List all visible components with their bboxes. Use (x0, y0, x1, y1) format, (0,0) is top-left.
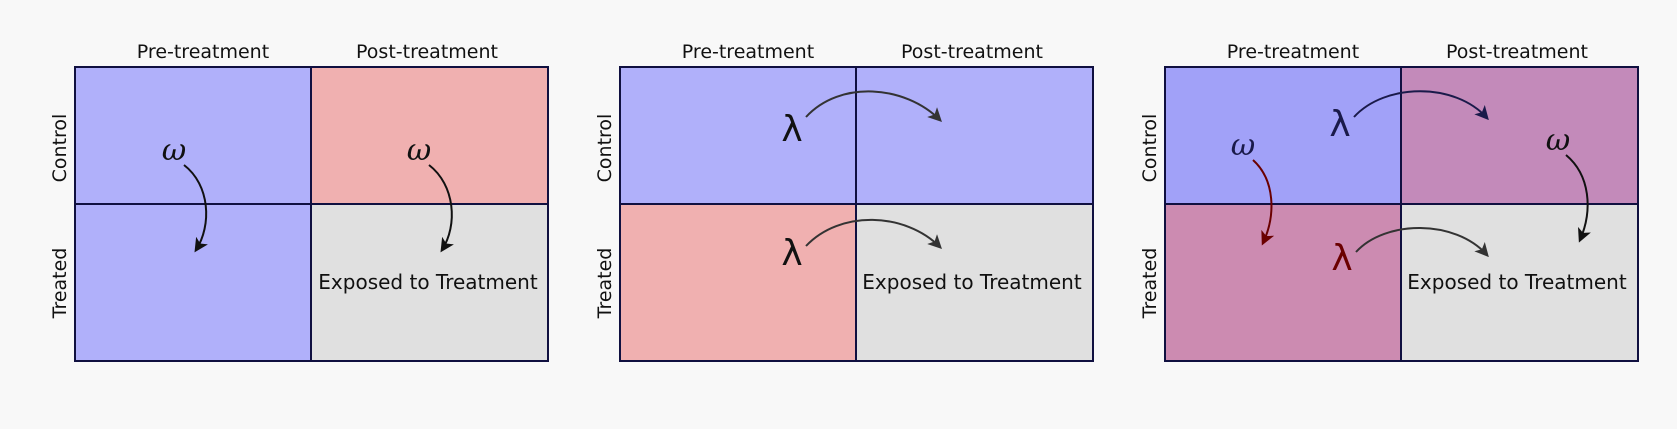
panel-3-lambda-treated: λ (1331, 238, 1352, 279)
panel-3: Pre-treatment Post-treatment Control Tre… (1139, 41, 1639, 362)
panel-3-arrow-lambda-control (1353, 90, 1489, 121)
panel-2: Pre-treatment Post-treatment Control Tre… (594, 41, 1094, 362)
panel-2-cell-control-pre (620, 67, 856, 204)
panel-3-row-header-control: Control (1139, 114, 1161, 183)
panel-3-omega-control-pre: ω (1231, 128, 1255, 163)
panel-2-cell-control-post (856, 67, 1093, 204)
panel-3-grid-lines (1164, 66, 1639, 362)
panel-1-exposed-label: Exposed to Treatment (318, 270, 538, 294)
panel-3-omega-control-post: ω (1546, 123, 1570, 158)
panel-3-row-header-treated: Treated (1139, 248, 1161, 320)
panel-1: Pre-treatment Post-treatment Control Tre… (49, 41, 549, 362)
panel-2-row-header-control: Control (594, 114, 616, 183)
panel-1-arrow-omega-post (428, 164, 454, 253)
panel-1-omega-control-post: ω (407, 133, 431, 168)
panel-2-col-header-pre: Pre-treatment (682, 41, 814, 63)
panel-2-lambda-control: λ (781, 109, 802, 150)
panel-2-row-header-treated: Treated (594, 248, 616, 320)
panel-2-grid-lines (619, 66, 1094, 362)
panel-2-exposed-label: Exposed to Treatment (862, 270, 1082, 294)
panel-3-col-header-post: Post-treatment (1446, 41, 1588, 63)
panel-1-arrow-omega-pre (183, 164, 208, 253)
panel-1-cell-treated-pre (75, 204, 311, 361)
panel-3-arrow-lambda-treated (1355, 227, 1489, 258)
panel-2-col-header-post: Post-treatment (901, 41, 1043, 63)
panel-2-cell-treated-pre (620, 204, 856, 361)
panel-2-lambda-treated: λ (781, 233, 802, 274)
panel-3-cell-control-pre (1165, 67, 1401, 204)
panel-3-exposed-label: Exposed to Treatment (1407, 270, 1627, 294)
panel-1-col-header-pre: Pre-treatment (137, 41, 269, 63)
panel-1-col-header-post: Post-treatment (356, 41, 498, 63)
panel-1-cell-control-post (311, 67, 548, 204)
panel-1-row-header-treated: Treated (49, 248, 71, 320)
panel-1-grid-lines (74, 66, 549, 362)
panel-1-omega-control-pre: ω (162, 133, 186, 168)
panel-3-lambda-control: λ (1329, 104, 1350, 145)
panel-3-col-header-pre: Pre-treatment (1227, 41, 1359, 63)
panel-3-arrow-omega-post (1565, 154, 1591, 243)
panel-3-cell-control-post (1401, 67, 1638, 204)
panel-1-row-header-control: Control (49, 114, 71, 183)
panel-1-cell-control-pre (75, 67, 311, 204)
panel-2-cell-treated-post (856, 204, 1093, 361)
panel-3-arrow-omega-pre (1252, 159, 1275, 246)
panel-3-cell-treated-pre (1165, 204, 1401, 361)
panel-2-arrow-lambda-treated (805, 218, 942, 249)
panel-1-cell-treated-post (311, 204, 548, 361)
panel-2-arrow-lambda-control (805, 90, 942, 122)
